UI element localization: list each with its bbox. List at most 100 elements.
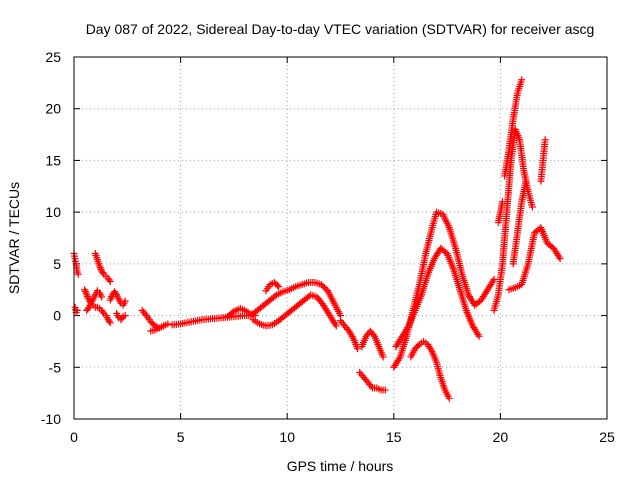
series-arc-1 <box>70 250 82 278</box>
series-arc-22 <box>501 76 526 180</box>
data-point <box>499 198 507 206</box>
series-arc-24 <box>537 136 549 185</box>
data-point <box>404 324 412 332</box>
data-point <box>332 322 340 330</box>
axis-ticks <box>73 56 608 420</box>
data-point <box>367 382 375 390</box>
data-point <box>98 293 106 301</box>
series-arc-19 <box>392 244 483 351</box>
data-point <box>379 353 387 361</box>
series-arc-18 <box>390 208 498 371</box>
y-tick-label: 10 <box>45 204 61 220</box>
x-tick-label: 25 <box>599 429 615 445</box>
data-point <box>81 287 89 295</box>
series-arc-13 <box>249 291 340 330</box>
data-point <box>541 136 549 144</box>
series-arc-20 <box>407 337 453 402</box>
data-point <box>331 320 339 328</box>
plot-frame <box>73 56 608 420</box>
series-arc-15 <box>337 317 362 353</box>
series-arc-25 <box>509 177 530 268</box>
series-arc-6 <box>106 288 129 309</box>
data-point <box>106 277 114 285</box>
series-arc-7 <box>113 310 129 324</box>
chart-title: Day 087 of 2022, Sidereal Day-to-day VTE… <box>86 21 595 37</box>
data-point <box>84 293 92 301</box>
data-point <box>381 386 389 394</box>
data-point <box>81 286 89 294</box>
data-point <box>164 320 172 328</box>
x-tick-label: 10 <box>279 429 295 445</box>
series-arc-4 <box>83 287 106 314</box>
y-tick-label: -10 <box>41 411 61 427</box>
y-tick-label: 5 <box>53 256 61 272</box>
data-point <box>141 310 149 318</box>
y-tick-label: 25 <box>45 49 61 65</box>
data-point <box>489 277 497 285</box>
series-arc-14 <box>262 278 283 295</box>
x-tick-label: 20 <box>493 429 509 445</box>
tick-labels: 0 5 10 15 20 25 -10 -5 0 5 10 15 20 25 <box>41 49 615 445</box>
y-tick-label: 0 <box>53 308 61 324</box>
series-arc-26 <box>494 198 507 226</box>
x-tick-label: 5 <box>177 429 185 445</box>
series-arc-9 <box>147 322 168 335</box>
data-point <box>82 289 90 297</box>
data-point <box>271 292 279 300</box>
data-point <box>369 331 377 339</box>
data-point <box>121 297 129 305</box>
y-tick-label: 15 <box>45 152 61 168</box>
data-point <box>322 285 330 293</box>
data-point <box>445 394 453 402</box>
data-point <box>96 264 104 272</box>
series-arc-23 <box>505 224 564 294</box>
data-point <box>319 282 327 290</box>
data-point <box>414 342 422 350</box>
data-point <box>112 289 120 297</box>
data-point <box>556 255 564 263</box>
data-point <box>106 319 114 327</box>
data-point <box>107 294 115 302</box>
series-arc-12 <box>247 278 344 320</box>
data-points <box>70 76 564 402</box>
data-point <box>321 284 329 292</box>
series-arc-5 <box>91 250 114 285</box>
data-point <box>160 322 168 330</box>
data-point <box>228 309 236 317</box>
series-arc-10 <box>168 312 259 329</box>
series-arc-16 <box>358 327 387 361</box>
data-point <box>73 306 81 314</box>
data-point <box>475 332 483 340</box>
data-point <box>354 345 362 353</box>
data-point <box>99 308 107 316</box>
y-tick-label: -5 <box>49 359 62 375</box>
data-point <box>395 355 403 363</box>
series-arc-2 <box>71 303 81 316</box>
data-point <box>490 275 498 283</box>
data-point <box>105 317 113 325</box>
data-point <box>273 281 281 289</box>
data-point <box>99 269 107 277</box>
data-point <box>275 283 283 291</box>
data-point <box>518 76 526 84</box>
x-axis-label: GPS time / hours <box>287 458 394 474</box>
data-point <box>106 296 114 304</box>
data-point <box>83 291 91 299</box>
data-point <box>84 305 92 313</box>
data-point <box>555 253 563 261</box>
data-point <box>528 203 536 211</box>
data-point <box>317 281 325 289</box>
y-tick-label: 20 <box>45 101 61 117</box>
data-point <box>96 262 104 270</box>
data-point <box>305 292 313 300</box>
data-point <box>150 321 158 329</box>
data-point <box>121 312 129 320</box>
data-point <box>105 276 113 284</box>
x-tick-label: 15 <box>386 429 402 445</box>
series-arc-17 <box>356 368 389 394</box>
series-arc-3 <box>81 286 114 327</box>
data-point <box>344 325 352 333</box>
y-axis-label: SDTVAR / TECUs <box>6 182 22 294</box>
grid <box>74 57 607 419</box>
